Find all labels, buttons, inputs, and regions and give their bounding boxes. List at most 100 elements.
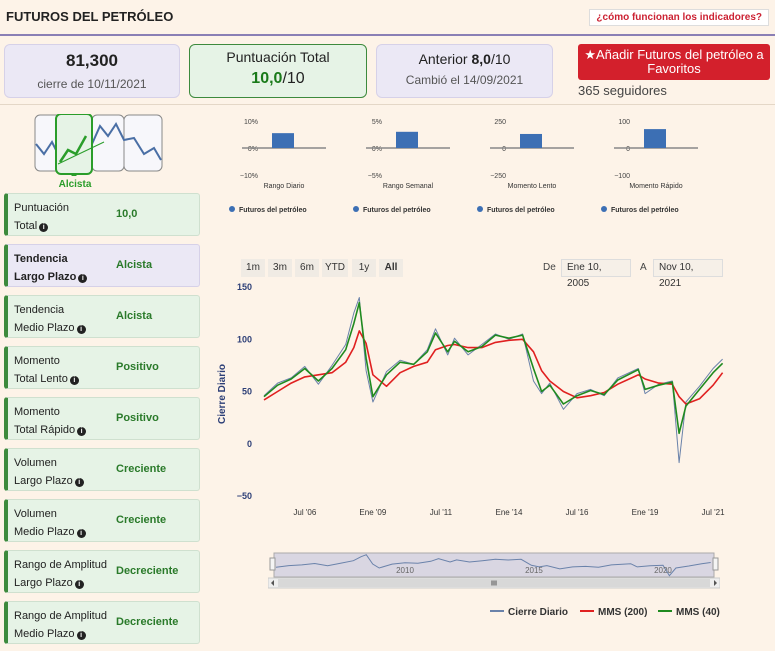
x-tick-label: Jul '06 [293,508,316,517]
main-price-chart[interactable]: 150 100 50 0 −50 Jul '06 Ene '09 Jul '11 Ene '14… [214,282,774,522]
indicator-name: Tendencia Largo Plazo i [14,250,118,286]
close-date: cierre de 10/11/2021 [37,77,147,91]
close-value: 81,300 [66,51,118,70]
star-icon: ★ [584,47,596,62]
info-icon[interactable]: i [69,376,79,385]
indicator-long-trend[interactable]: Tendencia Largo Plazo i Alcista [4,244,200,287]
range-ytd-button[interactable]: YTD [322,259,348,277]
info-icon[interactable]: i [78,274,88,283]
legend-label: Futuros del petróleo [239,207,307,214]
indicator-name: Volumen Medio Plazo i [14,505,118,541]
category-label: Momento Lento [508,183,557,190]
y-tick-label: 50 [242,387,252,397]
navigator-handle-right [712,557,719,571]
trend-label: Alcista [58,179,92,190]
y-tick-label: 100 [237,334,252,344]
indicator-medium-volume[interactable]: Volumen Medio Plazo i Creciente [4,499,200,542]
range-3m-button[interactable]: 3m [268,259,292,277]
category-label: Rango Diario [264,183,305,190]
legend-sma40[interactable]: MMS (40) [658,607,720,618]
x-tick-label: Ene '19 [632,508,659,517]
navigator-year-label: 2010 [396,566,414,575]
scroll-left-arrow-icon [271,580,274,586]
indicator-name: Rango de Amplitud Largo Plazo i [14,559,107,589]
info-icon[interactable]: i [76,631,86,640]
legend-marker [601,206,607,212]
indicator-value: Decreciente [116,616,179,628]
navigator-year-label: 2020 [654,566,672,575]
category-label: Rango Semanal [383,183,434,190]
indicator-medium-range[interactable]: Rango de Amplitud Medio Plazo i Decrecient… [4,601,200,644]
y-tick-label: 100 [618,119,630,126]
range-1y-button[interactable]: 1y [352,259,376,277]
indicator-long-range[interactable]: Rango de Amplitud Largo Plazo i Decrecient… [4,550,200,593]
indicator-name: Volumen Largo Plazo i [14,454,118,490]
mini-chart-weekly-range: 5% 0% −5%Rango Semanal Futuros del petróleo [353,119,450,214]
info-icon[interactable]: i [74,580,84,589]
followers-count: 365 seguidores [578,83,667,98]
y-tick-label: 5% [372,119,382,126]
scroll-right-arrow-icon [714,580,717,586]
indicator-value: Alcista [116,259,153,271]
info-icon[interactable]: i [76,529,86,538]
bar [644,129,666,148]
bar [272,133,294,148]
y-tick-label: 0% [248,146,258,153]
score-value: 10,0/10 [251,70,305,87]
indicator-total-score[interactable]: Puntuación Total i 10,0 [4,193,200,236]
y-tick-label: 0 [502,146,506,153]
range-1m-button[interactable]: 1m [241,259,265,277]
x-tick-label: Ene '14 [496,508,523,517]
y-tick-label: 250 [494,119,506,126]
indicator-fast-momentum[interactable]: Momento Total Rápido i Positivo [4,397,200,440]
y-tick-label: −100 [614,173,630,180]
navigator-mask [273,552,715,578]
divider [0,104,775,105]
legend-label: Futuros del petróleo [611,207,679,214]
date-from-label: De [543,262,556,273]
date-to-input[interactable]: Nov 10, 2021 [653,259,723,289]
mini-chart-daily-range: 10% 0% −10% Rango Diario Futuros del petróle… [229,119,326,214]
range-all-button[interactable]: All [379,259,403,277]
indicator-name: Rango de Amplitud Medio Plazo i [14,610,107,640]
previous-score: Anterior 8,0/10 [418,51,511,67]
info-icon[interactable]: i [39,223,49,232]
navigator-year-label: 2015 [525,566,543,575]
indicator-value: Creciente [116,463,167,475]
bar [396,131,418,148]
x-tick-label: Jul '21 [702,508,725,517]
legend-marker [353,206,359,212]
indicator-slow-momentum[interactable]: Momento Total Lento i Positivo [4,346,200,389]
score-label: Puntuación Total [226,49,330,65]
indicator-value: Decreciente [116,565,179,577]
navigator-chart[interactable]: 2010 2015 2020 [268,552,720,590]
indicator-value: Creciente [116,514,167,526]
indicator-name: Momento Total Rápido i [14,403,118,439]
add-favorite-button[interactable]: ★Añadir Futuros del petróleo a Favoritos [578,44,770,80]
info-icon[interactable]: i [74,478,84,487]
y-tick-label: 0 [626,146,630,153]
legend-label: Futuros del petróleo [363,207,431,214]
indicator-medium-trend[interactable]: Tendencia Medio Plazo i Alcista [4,295,200,338]
info-icon[interactable]: i [77,427,87,436]
indicator-value: Positivo [116,412,159,424]
legend-close[interactable]: Cierre Diario [490,607,568,618]
indicator-name: Tendencia Medio Plazo i [14,301,118,337]
bar [520,133,542,148]
indicator-name: Momento Total Lento i [14,352,118,388]
range-6m-button[interactable]: 6m [295,259,319,277]
y-tick-label: −50 [237,491,252,501]
y-tick-label: 150 [237,282,252,292]
indicator-value: Positivo [116,361,159,373]
date-from-input[interactable]: Ene 10, 2005 [561,259,631,289]
legend-sma200[interactable]: MMS (200) [580,607,647,618]
navigator-line [275,554,711,577]
help-link[interactable]: ¿cómo funcionan los indicadores? [589,9,769,26]
x-tick-label: Ene '09 [359,508,386,517]
indicator-long-volume[interactable]: Volumen Largo Plazo i Creciente [4,448,200,491]
score-card: Puntuación Total 10,0/10 [189,44,367,98]
info-icon[interactable]: i [76,325,86,334]
y-tick-label: 10% [244,119,258,126]
close-card: 81,300 cierre de 10/11/2021 [4,44,180,98]
